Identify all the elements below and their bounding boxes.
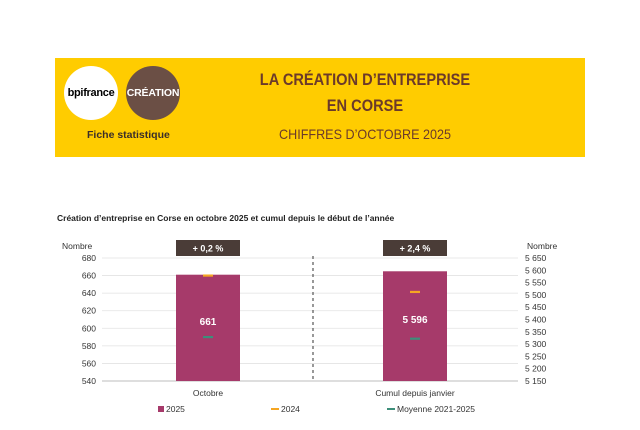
bar-value-label: 5 596	[402, 315, 427, 326]
bpifrance-logo: bpifrance	[64, 66, 118, 120]
bpifrance-logo-text: bpifrance	[67, 87, 115, 99]
page-title-line1: LA CRÉATION D’ENTREPRISE	[259, 70, 471, 89]
change-badge	[176, 240, 240, 256]
left-axis-tick-label: 680	[82, 253, 96, 263]
right-axis-tick-label: 5 300	[525, 339, 547, 349]
page-title-line2: EN CORSE	[326, 96, 404, 115]
category-label: Cumul depuis janvier	[375, 388, 455, 398]
left-axis-tick-label: 540	[82, 376, 96, 386]
page-subtitle: CHIFFRES D’OCTOBRE 2025	[278, 126, 452, 142]
right-axis-tick-label: 5 250	[525, 351, 547, 361]
change-badge-label: + 0,2 %	[193, 244, 224, 254]
chart-title: Création d’entreprise en Corse en octobr…	[57, 213, 395, 223]
bar-2025	[176, 274, 240, 381]
creation-logo-text: CRÉATION	[126, 87, 180, 99]
right-axis-tick-label: 5 600	[525, 265, 547, 275]
legend-swatch	[158, 406, 164, 412]
right-axis-label: Nombre	[527, 241, 558, 251]
right-axis-tick-label: 5 650	[525, 253, 547, 263]
right-axis-tick-label: 5 350	[525, 327, 547, 337]
change-badge	[383, 240, 447, 256]
category-label: Octobre	[193, 388, 224, 398]
legend-label: 2024	[281, 404, 300, 414]
right-axis-tick-label: 5 500	[525, 290, 547, 300]
right-axis-tick-label: 5 400	[525, 315, 547, 325]
right-axis-tick-label: 5 450	[525, 302, 547, 312]
legend-label: 2025	[166, 404, 185, 414]
left-axis-tick-label: 560	[82, 358, 96, 368]
left-axis-tick-label: 580	[82, 341, 96, 351]
right-axis-tick-label: 5 200	[525, 364, 547, 374]
fiche-statistique-label: Fiche statistique	[87, 129, 170, 141]
left-axis-tick-label: 600	[82, 323, 96, 333]
legend-label: Moyenne 2021-2025	[397, 404, 475, 414]
left-axis-label: Nombre	[62, 241, 93, 251]
bar-value-label: 661	[200, 317, 217, 328]
creation-logo: CRÉATION	[126, 66, 180, 120]
bar-2025	[383, 271, 447, 381]
right-axis-tick-label: 5 150	[525, 376, 547, 386]
left-axis-tick-label: 620	[82, 306, 96, 316]
header-banner: bpifrance CRÉATION Fiche statistique LA …	[55, 58, 585, 157]
left-axis-tick-label: 660	[82, 271, 96, 281]
change-badge-label: + 2,4 %	[400, 244, 431, 254]
right-axis-tick-label: 5 550	[525, 278, 547, 288]
left-axis-tick-label: 640	[82, 288, 96, 298]
